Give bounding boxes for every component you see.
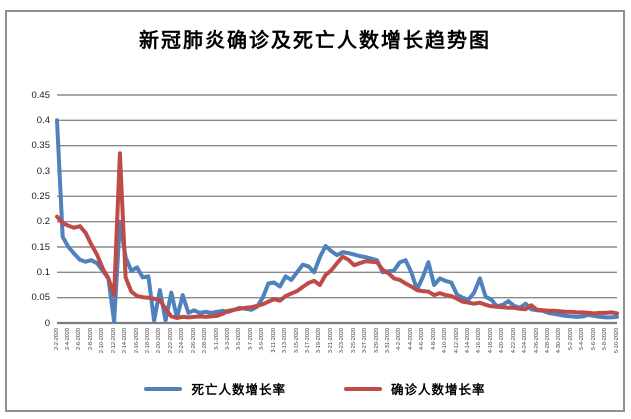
x-axis-tick-label: 4-12-2020 xyxy=(453,328,460,354)
legend-label-confirmed: 确诊人数增长率 xyxy=(391,383,486,397)
confirmed-rate-line xyxy=(55,151,619,320)
chart-title: 新冠肺炎确诊及死亡人数增长趋势图 xyxy=(139,30,491,52)
x-axis-tick-label: 2-12-2020 xyxy=(110,328,117,354)
x-axis-tick-label: 2-2-2020 xyxy=(53,328,60,351)
x-axis-tick-label: 4-24-2020 xyxy=(522,328,529,354)
x-axis-tick-label: 4-6-2020 xyxy=(419,328,426,351)
y-axis-tick-label: 0 xyxy=(44,317,50,329)
x-axis-tick-label: 4-18-2020 xyxy=(487,328,494,354)
plot-svg xyxy=(55,94,619,325)
y-axis-tick-label: 0.25 xyxy=(31,190,51,202)
x-axis-tick-label: 3-23-2020 xyxy=(339,328,346,354)
x-axis-tick-label: 5-4-2020 xyxy=(579,328,586,351)
x-axis-tick-label: 4-2-2020 xyxy=(396,328,403,351)
x-axis-tick-label: 5-10-2020 xyxy=(613,328,620,354)
x-axis-tick-label: 3-5-2020 xyxy=(236,328,243,351)
x-axis-tick-label: 4-28-2020 xyxy=(544,328,551,354)
y-axis-tick-label: 0.3 xyxy=(36,165,50,177)
legend-label-death: 死亡人数增长率 xyxy=(191,383,286,397)
x-axis-tick-label: 2-10-2020 xyxy=(99,328,106,354)
x-axis-tick-label: 4-8-2020 xyxy=(430,328,437,351)
legend-item-death: 死亡人数增长率 xyxy=(144,379,286,398)
x-axis-tick-label: 3-11-2020 xyxy=(270,328,277,353)
x-axis-tick-label: 3-17-2020 xyxy=(304,328,311,354)
confirmed-series-legend-marker xyxy=(344,386,382,391)
death-rate-line xyxy=(55,118,619,324)
x-axis-tick-label: 3-15-2020 xyxy=(293,328,300,354)
x-axis-tick-label: 5-6-2020 xyxy=(590,328,597,351)
x-axis-tick-label: 2-22-2020 xyxy=(167,328,174,354)
x-axis-tick-label: 2-28-2020 xyxy=(202,328,209,354)
death-series-legend-marker xyxy=(144,386,183,391)
chart-frame: 新冠肺炎确诊及死亡人数增长趋势图 0 0.05 0.1 0.15 0.2 0.25 0.3 0… xyxy=(5,10,625,412)
x-axis-tick-label: 3-31-2020 xyxy=(384,328,391,354)
x-axis-tick-label: 5-2-2020 xyxy=(567,328,574,351)
x-axis-tick-label: 4-16-2020 xyxy=(476,328,483,354)
y-axis-tick-label: 0.4 xyxy=(36,114,50,126)
x-axis-tick-label: 5-8-2020 xyxy=(602,328,609,351)
x-axis-tick-label: 3-7-2020 xyxy=(247,328,254,351)
y-axis-tick-label: 0.05 xyxy=(31,292,51,304)
y-axis-tick-label: 0.15 xyxy=(31,241,51,253)
x-axis-tick-label: 3-25-2020 xyxy=(350,328,357,354)
y-axis-tick-label: 0.2 xyxy=(36,216,50,228)
x-axis-tick-label: 2-4-2020 xyxy=(64,328,71,351)
x-axis-tick-label: 3-27-2020 xyxy=(362,328,369,354)
x-axis-tick-label: 2-14-2020 xyxy=(122,328,129,354)
chart-legend: 死亡人数增长率 确诊人数增长率 xyxy=(7,379,623,398)
x-axis-tick-label: 3-29-2020 xyxy=(373,328,380,354)
x-axis-tick-label: 4-26-2020 xyxy=(533,328,540,354)
x-axis-tick-label: 4-10-2020 xyxy=(442,328,449,354)
x-axis-tick-label: 3-9-2020 xyxy=(259,328,266,351)
x-axis-tick-label: 2-8-2020 xyxy=(87,328,94,351)
x-axis-tick-label: 4-30-2020 xyxy=(556,328,563,354)
y-axis-tick-label: 0.45 xyxy=(31,89,51,101)
x-axis-tick-label: 2-26-2020 xyxy=(190,328,197,354)
x-axis-tick-label: 2-20-2020 xyxy=(156,328,163,354)
x-axis-tick-label: 3-13-2020 xyxy=(282,328,289,354)
x-axis-tick-label: 3-1-2020 xyxy=(213,328,220,351)
x-axis-tick-label: 3-19-2020 xyxy=(316,328,323,354)
x-axis-tick-label: 2-6-2020 xyxy=(76,328,83,351)
x-axis-tick-label: 4-20-2020 xyxy=(499,328,506,354)
legend-item-confirmed: 确诊人数增长率 xyxy=(344,379,486,398)
x-axis-tick-label: 3-3-2020 xyxy=(224,328,231,351)
x-axis-tick-label: 2-24-2020 xyxy=(179,328,186,354)
x-axis-tick-label: 4-22-2020 xyxy=(510,328,517,354)
x-axis-tick-label: 2-16-2020 xyxy=(133,328,140,354)
y-axis-tick-label: 0.1 xyxy=(36,266,50,278)
x-axis-tick-label: 3-21-2020 xyxy=(327,328,334,354)
y-axis-tick-label: 0.35 xyxy=(31,140,51,152)
x-axis-tick-label: 2-18-2020 xyxy=(144,328,151,354)
x-axis-tick-label: 4-14-2020 xyxy=(464,328,471,354)
x-axis-tick-label: 4-4-2020 xyxy=(407,328,414,351)
